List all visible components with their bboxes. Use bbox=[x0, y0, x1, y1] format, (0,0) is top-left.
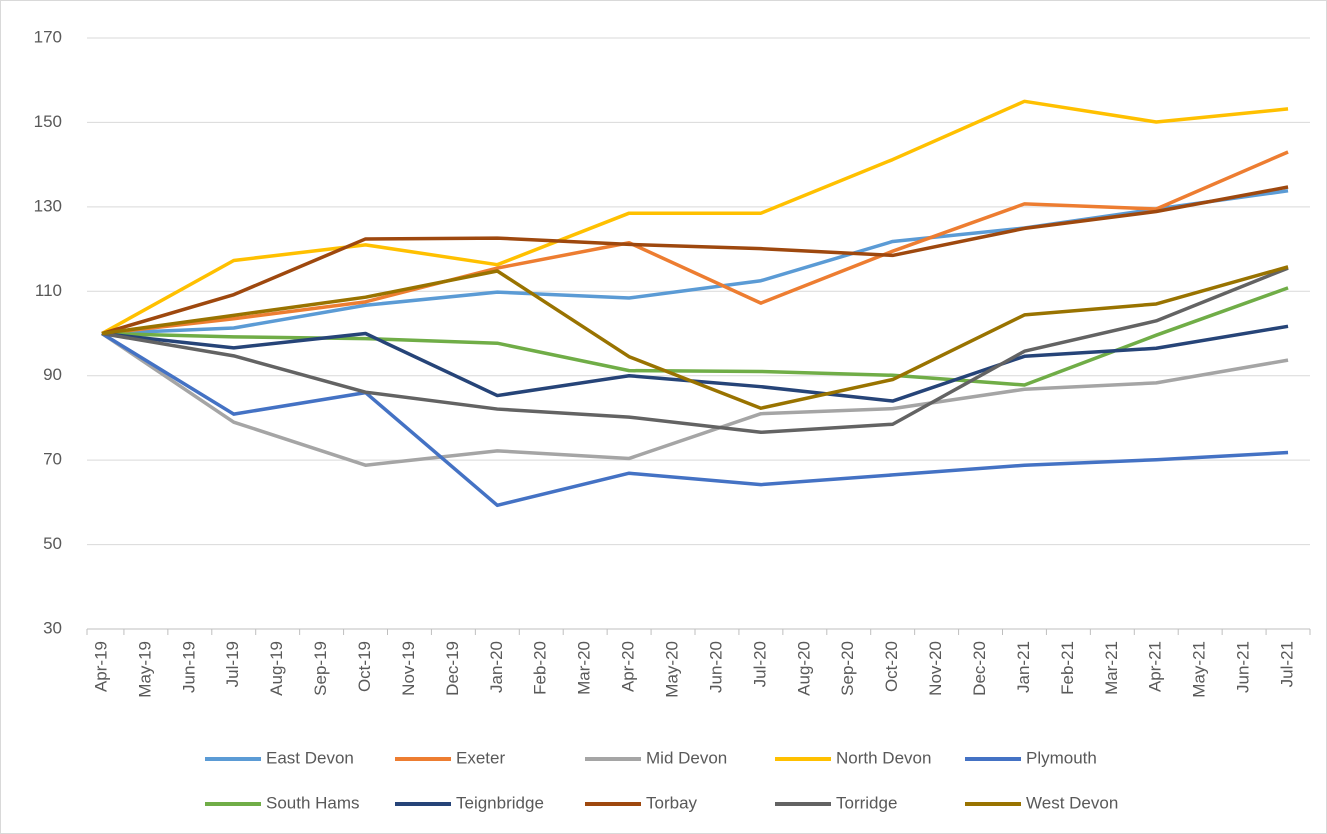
x-tick-label: Apr-21 bbox=[1146, 641, 1165, 692]
x-tick-label: Sep-20 bbox=[838, 641, 857, 696]
x-tick-label: Jun-20 bbox=[706, 641, 725, 693]
y-tick-label: 170 bbox=[34, 27, 62, 46]
legend-label: West Devon bbox=[1026, 793, 1118, 812]
y-tick-label: 90 bbox=[43, 365, 62, 384]
series-line bbox=[100, 332, 1289, 467]
legend-label: Exeter bbox=[456, 748, 505, 767]
y-tick-label: 130 bbox=[34, 196, 62, 215]
x-tick-label: Apr-20 bbox=[619, 641, 638, 692]
y-tick-label: 150 bbox=[34, 112, 62, 131]
legend-label: Teignbridge bbox=[456, 793, 544, 812]
x-tick-label: Aug-19 bbox=[267, 641, 286, 696]
x-tick-label: Apr-19 bbox=[91, 641, 110, 692]
legend-label: East Devon bbox=[266, 748, 354, 767]
x-tick-label: Nov-20 bbox=[926, 641, 945, 696]
series-line bbox=[101, 286, 1289, 387]
x-tick-label: Dec-20 bbox=[970, 641, 989, 696]
x-tick-label: Jul-21 bbox=[1278, 641, 1297, 687]
x-tick-label: Feb-21 bbox=[1058, 641, 1077, 695]
legend-label: North Devon bbox=[836, 748, 931, 767]
legend-label: Torbay bbox=[646, 793, 698, 812]
x-tick-label: Nov-19 bbox=[399, 641, 418, 696]
legend-label: Mid Devon bbox=[646, 748, 727, 767]
x-tick-label: May-19 bbox=[135, 641, 154, 698]
legend-label: Torridge bbox=[836, 793, 897, 812]
x-tick-label: Jun-19 bbox=[179, 641, 198, 693]
legend-label: Plymouth bbox=[1026, 748, 1097, 767]
x-tick-label: Oct-20 bbox=[882, 641, 901, 692]
x-tick-label: Jan-20 bbox=[487, 641, 506, 693]
x-tick-label: Jul-19 bbox=[223, 641, 242, 687]
series-line bbox=[101, 266, 1289, 435]
y-tick-label: 70 bbox=[43, 450, 62, 469]
series-line bbox=[101, 150, 1289, 336]
x-tick-label: May-20 bbox=[663, 641, 682, 698]
x-tick-label: Oct-19 bbox=[355, 641, 374, 692]
x-tick-label: Jul-20 bbox=[750, 641, 769, 687]
series-line bbox=[101, 185, 1289, 336]
x-tick-label: Jan-21 bbox=[1014, 641, 1033, 693]
x-tick-label: Mar-21 bbox=[1102, 641, 1121, 695]
y-tick-label: 50 bbox=[43, 534, 62, 553]
legend-label: South Hams bbox=[266, 793, 360, 812]
series-line bbox=[101, 332, 1289, 508]
x-tick-label: Mar-20 bbox=[575, 641, 594, 695]
x-tick-label: Feb-20 bbox=[531, 641, 550, 695]
y-tick-label: 110 bbox=[35, 281, 62, 300]
x-tick-label: Aug-20 bbox=[794, 641, 813, 696]
y-tick-label: 30 bbox=[43, 618, 62, 637]
x-tick-label: Jun-21 bbox=[1234, 641, 1253, 693]
x-tick-label: May-21 bbox=[1190, 641, 1209, 698]
series-line bbox=[101, 265, 1289, 410]
x-tick-label: Sep-19 bbox=[311, 641, 330, 696]
x-tick-label: Dec-19 bbox=[443, 641, 462, 696]
series-line bbox=[101, 99, 1289, 336]
